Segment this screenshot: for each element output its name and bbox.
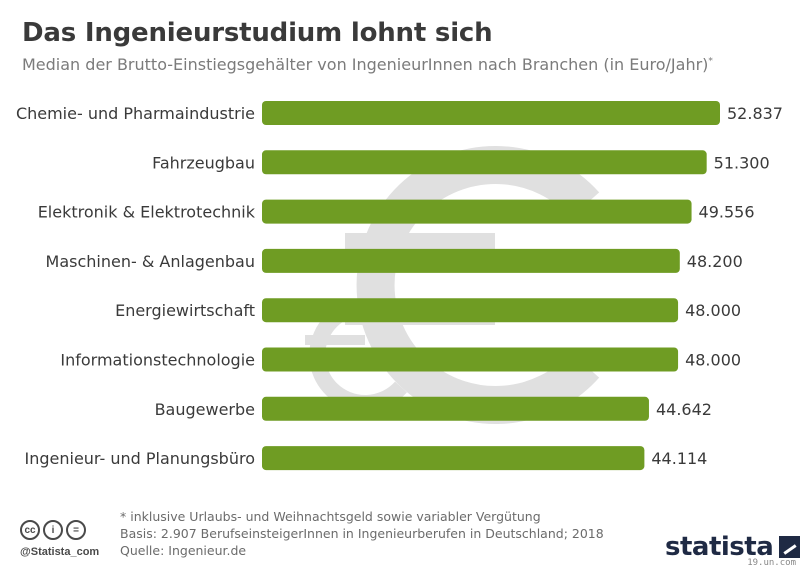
category-label: Elektronik & Elektrotechnik [38,203,256,222]
value-label: 44.114 [651,449,707,468]
category-label: Informationstechnologie [60,351,255,370]
statista-logo-icon [779,536,800,558]
value-label: 44.642 [656,400,712,419]
bar [262,396,649,421]
category-label: Ingenieur- und Planungsbüro [25,449,256,468]
license-icons: cc i = [20,520,86,540]
category-label: Chemie- und Pharmaindustrie [16,104,255,123]
footnote-source: Quelle: Ingenieur.de [120,543,247,558]
value-label: 48.000 [685,351,741,370]
chart-title: Das Ingenieurstudium lohnt sich [22,18,493,48]
value-label: 52.837 [727,104,783,123]
value-label: 51.300 [714,153,770,172]
value-label: 48.200 [687,252,743,271]
bar [262,199,692,224]
footnotes: * inklusive Urlaubs- und Weihnachtsgeld … [120,508,604,559]
statista-logo-text: statista [665,532,774,562]
category-label: Baugewerbe [155,400,255,419]
watermark-url: 19.un.com [747,558,796,568]
bar [262,150,707,175]
category-label: Fahrzeugbau [152,153,255,172]
chart-subtitle: Median der Brutto-Einstiegsgehälter von … [22,55,713,74]
no-derivatives-icon: = [66,520,86,540]
bar [262,248,680,273]
attribution-icon: i [43,520,63,540]
creative-commons-icon: cc [20,520,40,540]
category-label: Energiewirtschaft [115,301,255,320]
bar [262,101,720,125]
value-label: 48.000 [685,301,741,320]
subtitle-text: Median der Brutto-Einstiegsgehälter von … [22,55,709,74]
value-label: 49.556 [699,203,755,222]
footnote-basis: Basis: 2.907 BerufseinsteigerInnen in In… [120,526,604,541]
statista-handle[interactable]: @Statista_com [20,546,100,558]
bar [262,446,645,471]
bar [262,347,679,372]
footnote-note: * inklusive Urlaubs- und Weihnachtsgeld … [120,509,541,524]
bar [262,298,679,323]
statista-logo[interactable]: statista [665,532,800,562]
subtitle-asterisk: * [708,56,713,67]
bar-chart: Chemie- und Pharmaindustrie 52.837 Fahrzeu… [16,101,783,471]
category-label: Maschinen- & Anlagenbau [46,252,255,271]
